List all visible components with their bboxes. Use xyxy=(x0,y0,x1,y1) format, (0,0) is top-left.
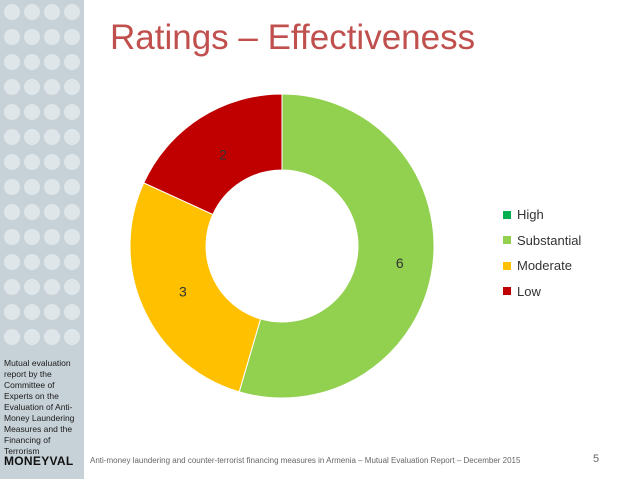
decorative-dot xyxy=(24,104,40,120)
footer-text: Anti-money laundering and counter-terror… xyxy=(90,456,521,465)
slide-title: Ratings – Effectiveness xyxy=(110,18,476,57)
legend-swatch xyxy=(503,236,511,245)
decorative-dot xyxy=(24,179,40,195)
page-number: 5 xyxy=(593,453,600,465)
decorative-dot xyxy=(24,129,40,145)
decorative-dot xyxy=(64,79,80,95)
sidebar-line: Evaluation of Anti- xyxy=(4,402,73,412)
legend-label: Low xyxy=(517,283,541,299)
decorative-dot xyxy=(64,54,80,70)
decorative-dot xyxy=(4,304,20,320)
decorative-dot xyxy=(44,29,60,45)
legend-swatch xyxy=(503,210,511,219)
legend-item-low: Low xyxy=(503,279,581,305)
decorative-dot xyxy=(4,129,20,145)
decorative-dot xyxy=(64,204,80,220)
sidebar-line: Measures and the xyxy=(4,424,73,434)
chart-legend: High Substantial Moderate Low xyxy=(503,202,581,304)
decorative-dot xyxy=(44,254,60,270)
legend-label: Substantial xyxy=(517,232,582,248)
donut-slice-substantial xyxy=(238,93,435,399)
decorative-dot xyxy=(4,104,20,120)
sidebar-line: Money Laundering xyxy=(4,413,75,423)
decorative-dot xyxy=(24,54,40,70)
decorative-dot xyxy=(64,129,80,145)
decorative-dot xyxy=(44,104,60,120)
decorative-dot xyxy=(44,329,60,345)
legend-item-moderate: Moderate xyxy=(503,253,581,279)
decorative-dot xyxy=(24,204,40,220)
decorative-dot xyxy=(44,279,60,295)
data-label-substantial: 6 xyxy=(396,255,404,271)
decorative-dot xyxy=(4,204,20,220)
decorative-dot xyxy=(44,129,60,145)
decorative-dot xyxy=(4,29,20,45)
decorative-dot xyxy=(44,204,60,220)
decorative-dot xyxy=(24,304,40,320)
decorative-dot xyxy=(24,154,40,170)
decorative-dot xyxy=(24,329,40,345)
decorative-dot xyxy=(44,79,60,95)
legend-label: Moderate xyxy=(517,258,572,274)
sidebar-line: Financing of xyxy=(4,435,51,445)
decorative-dot xyxy=(64,229,80,245)
decorative-dot xyxy=(4,154,20,170)
decorative-dot xyxy=(4,279,20,295)
decorative-dot xyxy=(4,179,20,195)
decorative-dot xyxy=(24,229,40,245)
data-label-moderate: 3 xyxy=(179,283,187,299)
decorative-dot xyxy=(4,4,20,20)
decorative-dot xyxy=(24,254,40,270)
decorative-dot xyxy=(64,29,80,45)
decorative-dot xyxy=(64,254,80,270)
decorative-dot xyxy=(44,304,60,320)
sidebar: Mutual evaluation report by the Committe… xyxy=(0,0,84,479)
legend-label: High xyxy=(517,207,544,223)
donut-slice-low xyxy=(143,93,283,216)
donut-slice-moderate xyxy=(129,182,262,393)
sidebar-line: Experts on the xyxy=(4,391,59,401)
brand-logo-text: MONEYVAL xyxy=(4,454,74,468)
decorative-dot xyxy=(64,304,80,320)
decorative-dot xyxy=(24,4,40,20)
decorative-dot xyxy=(44,179,60,195)
decorative-dot xyxy=(64,4,80,20)
decorative-dot xyxy=(4,329,20,345)
legend-item-high: High xyxy=(503,202,581,228)
decorative-dot xyxy=(24,279,40,295)
decorative-dot xyxy=(64,279,80,295)
legend-item-substantial: Substantial xyxy=(503,228,581,254)
decorative-dot xyxy=(24,79,40,95)
decorative-dot xyxy=(44,154,60,170)
decorative-dot xyxy=(4,254,20,270)
decorative-dot xyxy=(44,4,60,20)
decorative-dot-pattern xyxy=(4,4,80,345)
sidebar-line: Committee of xyxy=(4,380,55,390)
data-label-low: 2 xyxy=(219,146,227,162)
sidebar-line: Terrorism xyxy=(4,446,40,456)
decorative-dot xyxy=(64,104,80,120)
decorative-dot xyxy=(64,179,80,195)
legend-swatch xyxy=(503,287,511,296)
decorative-dot xyxy=(64,154,80,170)
sidebar-description: Mutual evaluation report by the Committe… xyxy=(4,358,82,457)
decorative-dot xyxy=(24,29,40,45)
sidebar-line: report by the xyxy=(4,369,52,379)
decorative-dot xyxy=(4,229,20,245)
decorative-dot xyxy=(4,79,20,95)
decorative-dot xyxy=(44,54,60,70)
decorative-dot xyxy=(44,229,60,245)
legend-swatch xyxy=(503,261,511,270)
decorative-dot xyxy=(4,54,20,70)
sidebar-line: Mutual evaluation xyxy=(4,358,71,368)
decorative-dot xyxy=(64,329,80,345)
